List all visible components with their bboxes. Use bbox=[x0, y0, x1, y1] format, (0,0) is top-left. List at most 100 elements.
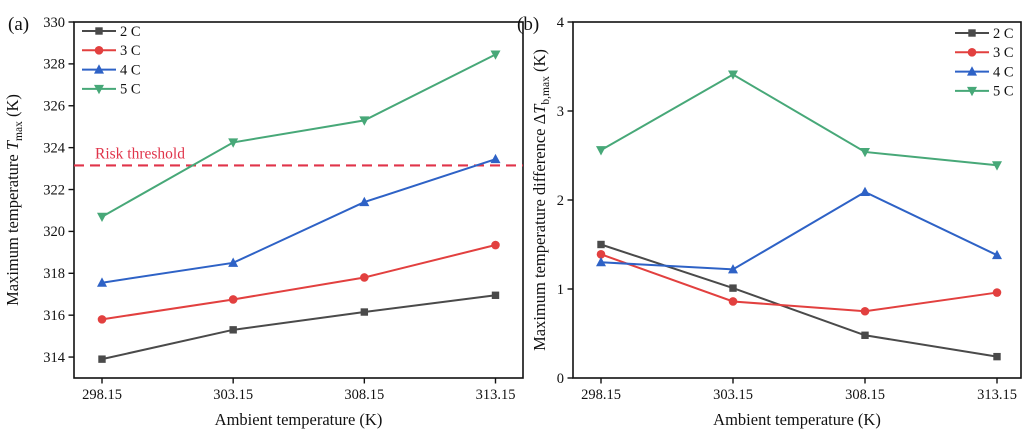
legend-item-5c: 5 C bbox=[82, 82, 141, 98]
panel-label: (a) bbox=[8, 14, 29, 35]
x-tick-label: 308.15 bbox=[845, 387, 885, 403]
risk-threshold-label: Risk threshold bbox=[95, 145, 185, 162]
legend-item-3c: 3 C bbox=[82, 43, 141, 59]
series-2c bbox=[98, 291, 500, 363]
series-3c-line bbox=[101, 244, 496, 321]
series-4c-marker bbox=[97, 277, 107, 287]
y-axis-title: Maximum temperature Tmax (K) bbox=[3, 94, 25, 306]
legend-label: 3 C bbox=[120, 43, 141, 59]
legend-marker bbox=[967, 86, 977, 97]
series-3c bbox=[596, 249, 1002, 316]
y-tick-label: 324 bbox=[43, 140, 66, 156]
plot-frame bbox=[73, 21, 524, 379]
x-tick-label: 303.15 bbox=[213, 387, 253, 403]
y-tick-label: 316 bbox=[43, 308, 65, 324]
y-tick-label: 2 bbox=[557, 193, 564, 209]
x-tick-label: 308.15 bbox=[344, 387, 384, 403]
series-5c-line bbox=[600, 73, 998, 167]
legend-a: 2 C 3 C 4 C 5 C bbox=[82, 24, 141, 98]
series-3c-marker bbox=[491, 240, 500, 250]
series-4c bbox=[97, 153, 501, 287]
series-2c-marker bbox=[597, 240, 605, 249]
x-tick-label: 298.15 bbox=[82, 387, 122, 403]
legend-label: 5 C bbox=[993, 84, 1014, 100]
legend-item-2c: 2 C bbox=[955, 26, 1014, 42]
legend-item-4c: 4 C bbox=[82, 62, 141, 78]
series-5c-marker bbox=[228, 138, 239, 148]
x-tick-label: 313.15 bbox=[476, 387, 516, 403]
legend-item-2c: 2 C bbox=[82, 24, 141, 40]
series-5c-marker bbox=[728, 70, 738, 80]
legend-item-4c: 4 C bbox=[955, 64, 1014, 80]
legend-marker bbox=[967, 48, 977, 57]
legend-marker bbox=[967, 66, 977, 76]
series-2c-marker bbox=[98, 355, 106, 363]
series-5c-marker bbox=[860, 147, 870, 158]
x-tick-label: 298.15 bbox=[581, 387, 621, 403]
legend-label: 2 C bbox=[993, 26, 1014, 42]
y-tick-label: 320 bbox=[43, 224, 65, 240]
series-3c-marker bbox=[596, 249, 606, 259]
x-tick-label: 303.15 bbox=[713, 387, 753, 403]
series-3c-line bbox=[600, 253, 998, 313]
legend-marker bbox=[94, 46, 104, 55]
series-5c-line bbox=[101, 53, 496, 218]
series-5c-marker bbox=[359, 116, 370, 126]
series-4c bbox=[596, 186, 1002, 274]
series-4c-marker bbox=[596, 257, 606, 267]
series-5c bbox=[596, 70, 1002, 171]
legend-label: 3 C bbox=[993, 45, 1014, 61]
panel-a: 314 316 318 320 322 324 326 328 330 298.15 303.15 3… bbox=[3, 14, 524, 429]
series-3c-marker bbox=[228, 295, 238, 304]
series-3c bbox=[97, 240, 500, 324]
series-3c-marker bbox=[97, 315, 107, 324]
y-tick-label: 0 bbox=[557, 371, 564, 387]
y-tick-label: 326 bbox=[43, 99, 65, 115]
y-tick-label: 322 bbox=[43, 182, 65, 198]
x-axis-title: Ambient temperature (K) bbox=[713, 410, 881, 429]
y-tick-label: 4 bbox=[557, 15, 565, 31]
y-axis-title: Maximum temperature difference ΔTb,max (… bbox=[530, 49, 552, 351]
series-4c-marker bbox=[228, 257, 239, 267]
series-2c-marker bbox=[229, 326, 237, 334]
legend-marker bbox=[94, 64, 104, 74]
series-5c-marker bbox=[97, 212, 107, 223]
legend-marker bbox=[968, 29, 976, 37]
y-tick-label: 330 bbox=[43, 15, 65, 31]
series-2c-marker bbox=[993, 352, 1001, 361]
legend-marker bbox=[94, 84, 104, 95]
panel-b: 0 1 2 3 4 298.15 303.15 308.15 313.15 2 C 3 C 4 C 5 … bbox=[517, 14, 1022, 429]
series-4c-line bbox=[101, 158, 496, 284]
x-tick-label: 313.15 bbox=[977, 387, 1017, 403]
series-3c-marker bbox=[992, 288, 1002, 297]
series-4c-marker bbox=[860, 186, 870, 196]
legend-label: 4 C bbox=[993, 64, 1014, 80]
series-2c-marker bbox=[360, 308, 369, 316]
series-4c-marker bbox=[490, 153, 501, 164]
y-tick-label: 328 bbox=[43, 57, 65, 73]
series-3c-marker bbox=[860, 306, 870, 316]
legend-label: 4 C bbox=[120, 62, 141, 78]
series-2c-line bbox=[101, 294, 496, 361]
series-2c-marker bbox=[729, 284, 737, 292]
y-tick-label: 3 bbox=[557, 104, 564, 120]
series-3c-marker bbox=[728, 297, 738, 306]
legend-marker bbox=[95, 27, 103, 35]
series-4c-marker bbox=[728, 264, 738, 274]
series-5c-marker bbox=[490, 50, 501, 60]
plot-frame bbox=[572, 21, 1022, 379]
legend-item-5c: 5 C bbox=[955, 84, 1014, 100]
series-5c-marker bbox=[596, 146, 606, 156]
series-4c-line bbox=[600, 190, 998, 271]
legend-item-3c: 3 C bbox=[955, 45, 1014, 61]
series-2c-marker bbox=[861, 331, 869, 339]
y-tick-label: 314 bbox=[43, 350, 66, 366]
series-3c-marker bbox=[360, 273, 369, 282]
series-5c bbox=[97, 50, 501, 223]
series-5c-marker bbox=[992, 161, 1002, 171]
series-4c-marker bbox=[992, 249, 1002, 260]
series-2c-marker bbox=[491, 291, 500, 299]
legend-label: 2 C bbox=[120, 24, 141, 40]
